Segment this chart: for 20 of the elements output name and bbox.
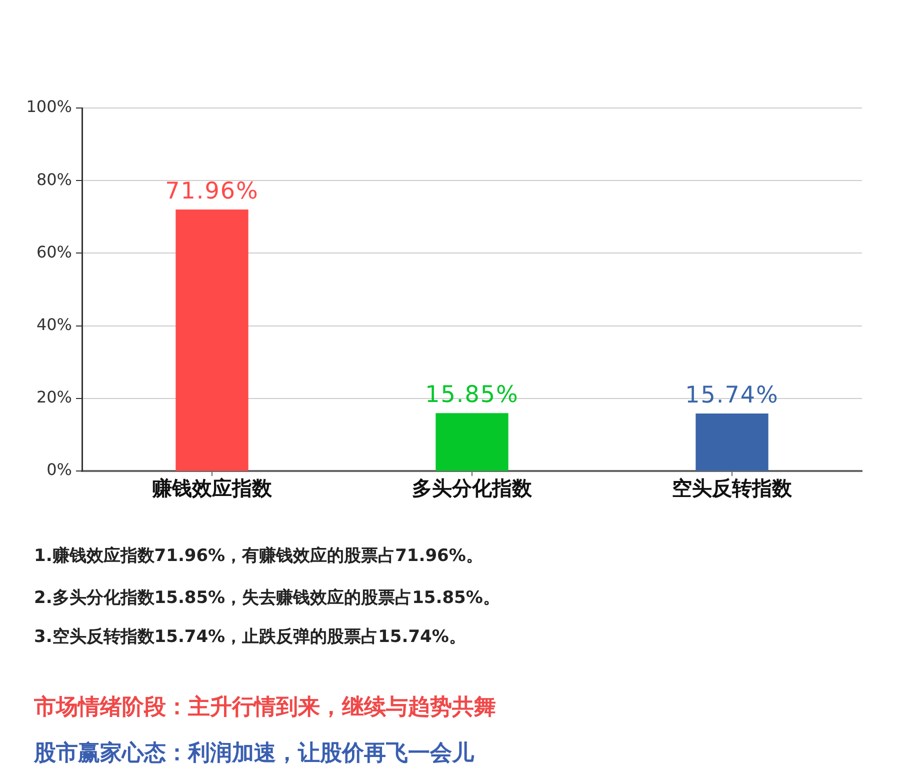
text: 1.赚钱效应指数71.96%，有赚钱效应的股票占71.96%。 — [34, 545, 483, 567]
data-label: 15.85% — [425, 382, 519, 408]
data-label: 15.74% — [685, 382, 779, 408]
y-tick-label: 20% — [36, 388, 72, 407]
y-tick-label: 100% — [26, 97, 72, 116]
y-tick-label: 80% — [36, 170, 72, 189]
x-tick-label: 赚钱效应指数 — [151, 476, 273, 500]
text: 股市赢家心态：利润加速，让股价再飞一会儿 — [34, 740, 474, 768]
y-tick-label: 40% — [36, 314, 72, 334]
bar — [176, 209, 248, 471]
x-tick-label: 多头分化指数 — [412, 476, 533, 500]
bar — [696, 414, 768, 471]
data-label: 71.96% — [165, 178, 259, 204]
text: 市场情绪阶段：主升行情到来，继续与趋势共舞 — [34, 694, 496, 722]
text: 3.空头反转指数15.74%，止跌反弹的股票占15.74%。 — [34, 626, 466, 648]
y-tick-label: 0% — [46, 460, 72, 480]
y-tick-label: 60% — [36, 242, 72, 262]
bar — [436, 413, 508, 471]
x-tick-label: 空头反转指数 — [672, 476, 793, 500]
text: 2.多头分化指数15.85%，失去赚钱效应的股票占15.85%。 — [34, 587, 500, 609]
